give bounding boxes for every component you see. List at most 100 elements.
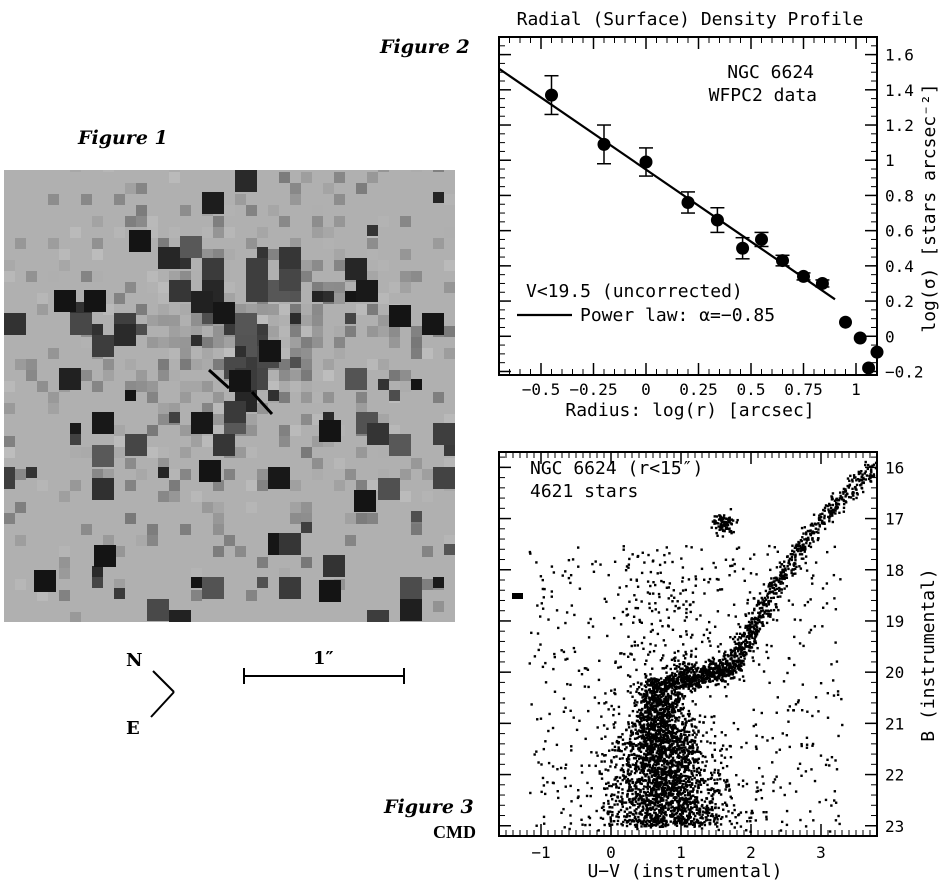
- chart3-star-point: [680, 756, 683, 759]
- chart3-star-point: [664, 678, 668, 682]
- chart3-star-point: [691, 743, 694, 746]
- chart3-star-point: [689, 745, 693, 749]
- chart3-star-point: [715, 679, 719, 682]
- chart3-star-point: [685, 803, 689, 806]
- chart3-star-point: [656, 768, 659, 771]
- image-star: [356, 280, 378, 302]
- chart3-star-point: [646, 763, 650, 767]
- chart3-star-point: [639, 790, 642, 793]
- chart3-star-point: [683, 825, 687, 828]
- scale-bar-label: 1″: [313, 648, 334, 669]
- chart3-star-point: [654, 813, 658, 816]
- chart3-star-point: [690, 738, 693, 742]
- chart3-star-point: [672, 675, 675, 678]
- image-pixel: [70, 227, 81, 238]
- chart3-star-point: [682, 706, 685, 710]
- chart3-y-tick-label: 20: [885, 663, 904, 682]
- chart3-star-point: [664, 751, 667, 754]
- chart3-star-point: [650, 739, 653, 743]
- chart3-star-point: [672, 821, 675, 825]
- chart3-star-point: [659, 806, 663, 810]
- image-pixel: [268, 326, 279, 337]
- image-star: [169, 280, 191, 302]
- chart3-star-point: [701, 668, 704, 671]
- chart3-star-point: [688, 780, 691, 783]
- chart3-star-point: [683, 798, 686, 802]
- chart3-star-point: [657, 786, 660, 789]
- chart3-star-point: [646, 759, 649, 762]
- chart2-y-tick-label: 1: [885, 151, 895, 170]
- chart3-star-point: [661, 818, 664, 821]
- chart3-star-point: [642, 745, 645, 748]
- chart3-star-point: [665, 699, 668, 703]
- chart3-star-point: [678, 716, 681, 719]
- chart3-star-point: [676, 786, 680, 789]
- chart3-star-point: [654, 824, 658, 827]
- chart3-star-point: [669, 787, 672, 791]
- chart3-star-point: [765, 612, 769, 615]
- chart3-star-point: [632, 819, 635, 823]
- chart3-star-point: [672, 815, 675, 818]
- chart3-star-point: [619, 735, 622, 739]
- chart3-star-point: [718, 671, 721, 675]
- chart3-star-point: [658, 821, 661, 825]
- chart3-star-point: [698, 807, 702, 811]
- chart3-star-point: [646, 723, 649, 726]
- image-pixel: [378, 216, 389, 227]
- chart3-star-point: [713, 768, 717, 772]
- chart3-star-point: [721, 674, 724, 678]
- image-pixel: [114, 227, 125, 238]
- chart3-star-point: [690, 769, 693, 773]
- chart3-star-point: [691, 801, 695, 804]
- image-pixel: [334, 480, 345, 491]
- chart3-star-point: [660, 777, 664, 780]
- chart3-star-point: [609, 819, 613, 823]
- image-pixel: [202, 436, 213, 447]
- chart3-star-point: [657, 718, 660, 722]
- image-pixel: [103, 469, 114, 480]
- chart3-star-point: [656, 771, 660, 774]
- image-pixel: [444, 260, 455, 271]
- chart3-star-point: [678, 780, 682, 784]
- chart3-star-point: [786, 565, 789, 568]
- chart3-star-point: [666, 788, 670, 791]
- chart3-star-point: [694, 736, 697, 739]
- chart2-data-point: [776, 254, 789, 268]
- chart3-star-point: [637, 729, 641, 732]
- image-pixel: [411, 337, 422, 348]
- chart3-star-point: [654, 723, 657, 726]
- chart3-star-point: [640, 768, 643, 772]
- chart3-star-point: [745, 652, 748, 656]
- image-pixel: [279, 392, 290, 403]
- chart3-star-point: [829, 506, 833, 510]
- chart3-star-point: [669, 800, 673, 803]
- chart3-star-point: [613, 793, 616, 797]
- image-pixel: [433, 601, 444, 612]
- chart3-star-point: [681, 740, 684, 744]
- image-pixel: [103, 304, 114, 315]
- chart3-star-point: [724, 667, 728, 671]
- chart3-star-point: [657, 809, 661, 812]
- chart3-star-point: [663, 729, 666, 733]
- image-pixel: [257, 403, 268, 414]
- chart3-star-point: [842, 498, 845, 502]
- chart3-star-point: [623, 801, 626, 804]
- chart3-star-point: [688, 760, 691, 763]
- chart3-star-point: [748, 637, 751, 640]
- image-star: [136, 324, 147, 335]
- chart3-star-point: [649, 683, 652, 686]
- image-pixel: [37, 480, 48, 491]
- chart3-star-point: [646, 682, 649, 686]
- chart3-star-point: [658, 800, 662, 803]
- chart3-x-tick-label: 2: [746, 843, 756, 862]
- chart3-star-point: [605, 793, 608, 797]
- chart3-star-point: [674, 749, 677, 753]
- chart3-star-point: [689, 806, 693, 809]
- chart3-star-point: [660, 718, 663, 721]
- chart3-star-point: [767, 612, 770, 616]
- chart3-star-point: [616, 823, 619, 826]
- image-pixel: [301, 326, 312, 337]
- chart3-star-point: [652, 733, 655, 736]
- image-pixel: [147, 282, 158, 293]
- chart3-star-point: [654, 791, 657, 794]
